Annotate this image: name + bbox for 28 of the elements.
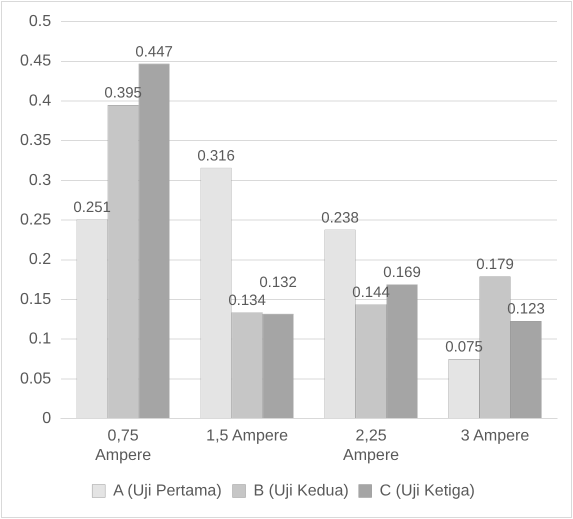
x-tick-label: 1,5 Ampere: [206, 428, 288, 445]
data-label: 0.238: [321, 209, 359, 226]
y-tick-label: 0.2: [28, 251, 52, 268]
data-label: 0.169: [383, 264, 421, 282]
data-label: 0.447: [135, 43, 173, 60]
data-label: 0.179: [476, 256, 514, 274]
legend-label: A (Uji Pertama): [113, 482, 222, 500]
x-tick-label: 0,75 Ampere: [95, 428, 152, 464]
y-tick-label: 0.5: [28, 13, 52, 30]
y-tick-label: 0.3: [28, 172, 52, 189]
y-tick-label: 0.1: [28, 330, 52, 348]
x-tick-label: 2,25 Ampere: [343, 428, 400, 464]
data-label: 0.251: [73, 198, 111, 216]
y-tick-label: 0.35: [20, 132, 52, 150]
data-label: 0.134: [228, 292, 266, 309]
data-label: 0.395: [104, 84, 142, 102]
y-tick-label: 0.4: [28, 92, 52, 110]
data-label: 0.144: [352, 284, 390, 301]
y-tick-label: 0.25: [20, 212, 52, 229]
y-tick-label: 0.15: [20, 290, 52, 308]
y-tick-label: 0.05: [20, 370, 52, 388]
legend-label: C (Uji Ketiga): [380, 482, 475, 500]
data-label: 0.132: [259, 274, 297, 291]
legend-label: B (Uji Kedua): [254, 482, 349, 500]
x-tick-label: 3 Ampere: [460, 428, 530, 445]
y-tick-label: 0: [42, 410, 52, 428]
y-tick-label: 0.45: [20, 52, 52, 70]
data-label: 0.316: [197, 147, 235, 164]
